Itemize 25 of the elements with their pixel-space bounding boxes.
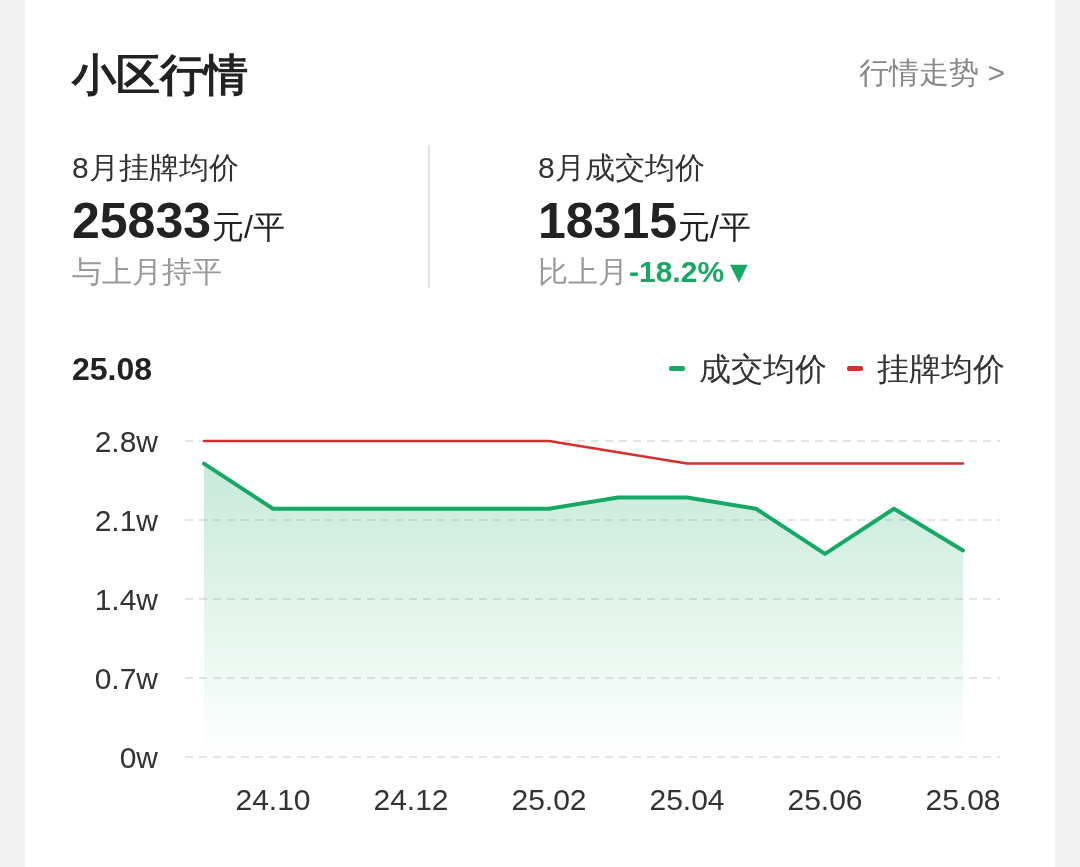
text: 25833	[72, 193, 212, 249]
text: -18.2%▼	[629, 255, 754, 288]
x-tick-label: 25.02	[511, 783, 587, 816]
x-tick-label: 25.04	[649, 783, 725, 816]
y-tick-label: 0.7w	[94, 662, 159, 695]
text: 8月挂牌均价	[72, 151, 239, 184]
x-tick-label: 24.10	[235, 783, 311, 816]
legend-label: 成交均价	[699, 351, 827, 387]
text: 元/平	[212, 209, 285, 245]
chart-title: 小区行情	[70, 50, 248, 99]
text: 比上月	[538, 255, 628, 288]
x-tick-label: 24.12	[373, 783, 449, 816]
y-tick-label: 2.8w	[94, 425, 159, 458]
y-tick-label: 2.1w	[94, 504, 159, 537]
text: 25.08	[72, 351, 153, 387]
x-tick-label: 25.06	[787, 783, 863, 816]
text: 元/平	[678, 209, 751, 245]
text: 行情走势 >	[859, 56, 1005, 89]
text: 8月成交均价	[538, 151, 705, 184]
y-tick-label: 1.4w	[94, 583, 159, 616]
y-tick-label: 0w	[119, 741, 159, 774]
text: 与上月持平	[72, 255, 222, 288]
x-tick-label: 25.08	[925, 783, 1001, 816]
text: 18315	[538, 193, 678, 249]
legend-label: 挂牌均价	[877, 351, 1005, 387]
